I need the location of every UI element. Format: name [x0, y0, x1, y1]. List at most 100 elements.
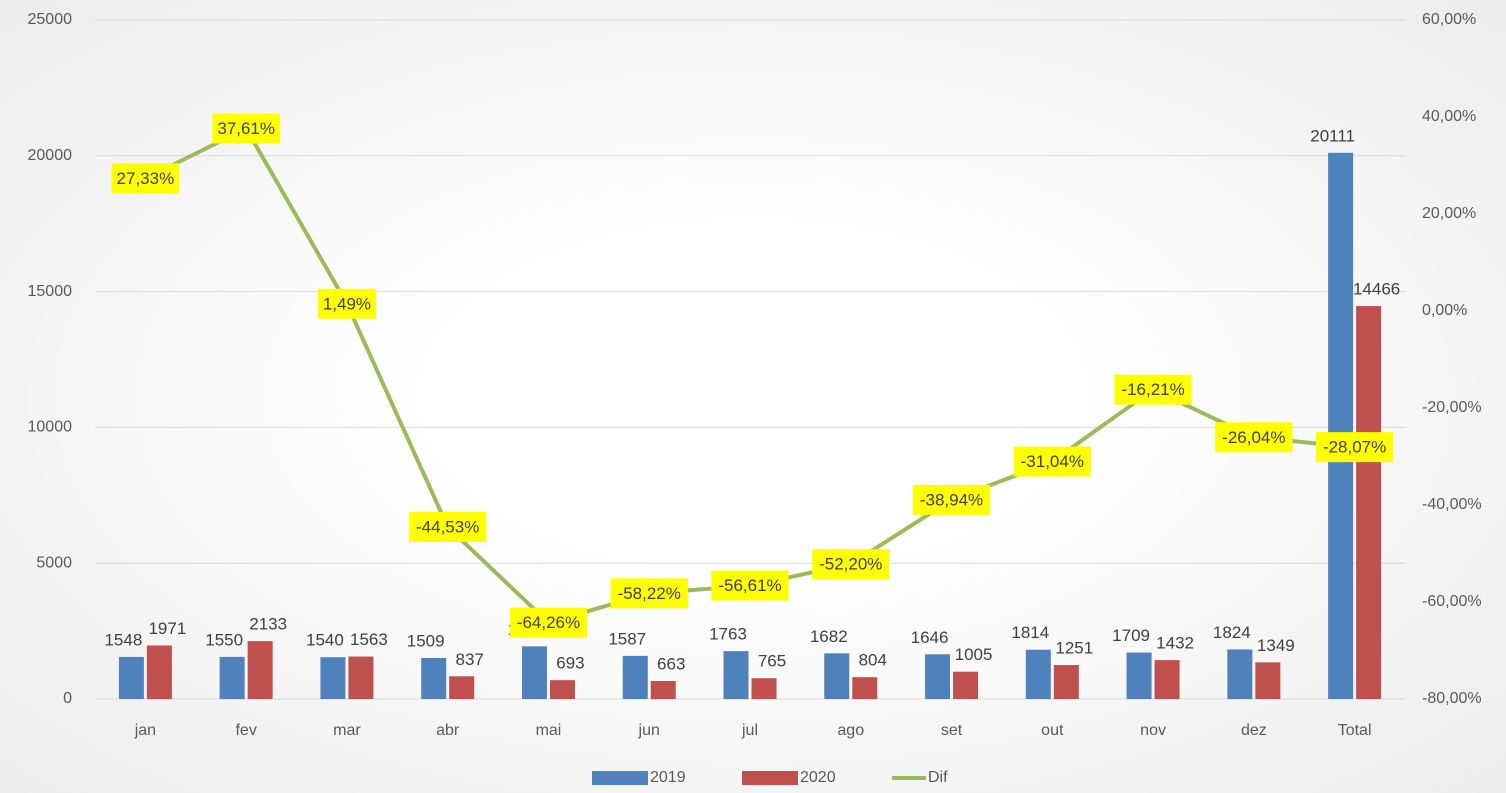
label-background: [212, 113, 280, 144]
bar-value-label: 1540: [306, 631, 344, 650]
bar-value-label: 693: [556, 654, 584, 673]
y-tick-label: 0: [63, 690, 72, 707]
bar: [118, 656, 144, 699]
y2-tick-label: 40,00%: [1422, 108, 1476, 125]
bar: [622, 655, 648, 699]
bar-value-label: 1682: [810, 627, 848, 646]
bar-value-label: 2133: [249, 615, 287, 634]
bar-value-label: 1763: [709, 625, 747, 644]
label-background: [409, 511, 487, 542]
legend-label: Dif: [928, 769, 948, 786]
bar-value-label: 1509: [407, 631, 445, 650]
x-tick-label: mar: [333, 722, 361, 739]
label-background: [1114, 374, 1192, 405]
label-background: [1013, 446, 1091, 477]
label-background: [1316, 432, 1394, 463]
line-value-label: 37,61%: [217, 119, 275, 138]
bar: [348, 656, 374, 699]
bar-value-label: 20111: [1310, 126, 1355, 145]
bar-value-label: 1814: [1011, 623, 1049, 642]
bar-value-label: 1709: [1112, 626, 1150, 645]
y2-tick-label: -60,00%: [1422, 593, 1482, 610]
bar-value-label: 1587: [608, 629, 646, 648]
line-value-label: -26,04%: [1222, 428, 1285, 447]
bar: [1025, 649, 1051, 699]
bar: [421, 658, 447, 699]
y2-tick-label: -20,00%: [1422, 399, 1482, 416]
y-tick-label: 10000: [28, 419, 73, 436]
bar: [449, 676, 475, 699]
bar: [953, 671, 979, 699]
line-value-label: -38,94%: [920, 490, 983, 509]
bar: [650, 680, 676, 699]
bar: [549, 680, 575, 699]
y-tick-label: 15000: [28, 283, 73, 300]
x-tick-label: jan: [134, 722, 156, 739]
bar-value-label: 1563: [350, 630, 388, 649]
bar: [1126, 652, 1152, 699]
legend-label: 2019: [650, 769, 686, 786]
legend-label: 2020: [800, 769, 836, 786]
y-tick-label: 5000: [36, 554, 72, 571]
x-tick-label: ago: [837, 722, 864, 739]
line-value-label: -58,22%: [618, 584, 681, 603]
bar: [824, 653, 850, 699]
bar: [751, 678, 777, 699]
x-tick-label: jun: [638, 722, 660, 739]
line-value-label: -52,20%: [819, 555, 882, 574]
y2-tick-label: 60,00%: [1422, 11, 1476, 28]
y2-tick-label: 0,00%: [1422, 302, 1467, 319]
bar-value-label: 837: [456, 650, 484, 669]
label-background: [317, 288, 376, 319]
bar: [1154, 660, 1180, 699]
label-background: [509, 607, 588, 638]
x-tick-label: abr: [436, 722, 460, 739]
bar-value-label: 1005: [955, 645, 993, 664]
bar-value-label: 804: [859, 651, 887, 670]
line-value-label: -16,21%: [1121, 380, 1184, 399]
label-background: [711, 570, 789, 601]
bar: [925, 654, 951, 699]
bar-value-label: 1646: [911, 628, 949, 647]
label-background: [912, 484, 991, 515]
bar-value-label: 1548: [104, 630, 142, 649]
line-value-label: -31,04%: [1021, 452, 1084, 471]
bar: [219, 656, 245, 699]
y2-tick-label: 20,00%: [1422, 205, 1476, 222]
line-value-label: 27,33%: [117, 169, 175, 188]
bar-value-label: 1824: [1213, 623, 1251, 642]
line-value-label: -64,26%: [517, 613, 580, 632]
y-tick-label: 25000: [28, 11, 73, 28]
line-value-label: -44,53%: [416, 517, 479, 536]
x-tick-label: Total: [1338, 722, 1372, 739]
y-tick-label: 20000: [28, 147, 73, 164]
label-background: [610, 578, 688, 609]
line-value-label: -56,61%: [718, 576, 781, 595]
x-tick-label: dez: [1241, 722, 1267, 739]
bar: [1328, 152, 1354, 700]
line-value-label: -28,07%: [1323, 438, 1386, 457]
bar: [247, 641, 273, 699]
legend-swatch: [742, 771, 798, 785]
x-tick-label: fev: [235, 722, 256, 739]
x-tick-label: set: [941, 722, 963, 739]
bar-value-label: 1251: [1055, 639, 1093, 658]
x-tick-label: mai: [536, 722, 562, 739]
bar-value-label: 1550: [205, 630, 243, 649]
bar-value-label: 1432: [1156, 634, 1194, 653]
bar: [852, 677, 878, 699]
line-value-label: 1,49%: [323, 294, 371, 313]
bar: [320, 657, 346, 699]
label-background: [1215, 422, 1293, 453]
label-background: [111, 163, 180, 194]
bar: [146, 645, 172, 699]
bar: [1356, 306, 1382, 699]
bar-value-label: 14466: [1353, 280, 1400, 299]
bar-value-label: 765: [758, 652, 786, 671]
label-background: [812, 549, 890, 580]
legend-swatch: [592, 771, 648, 785]
bar: [1255, 662, 1281, 699]
bar: [1053, 665, 1079, 699]
y2-tick-label: -80,00%: [1422, 690, 1482, 707]
